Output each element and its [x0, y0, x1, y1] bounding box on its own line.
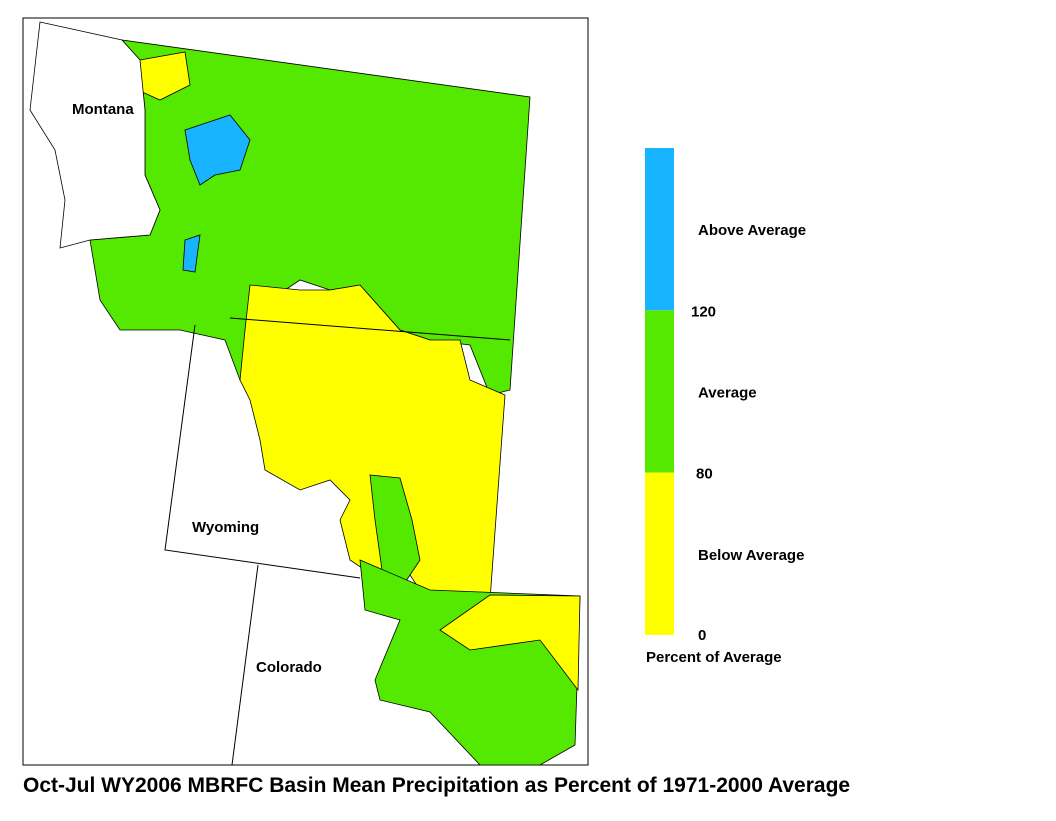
- legend-label: Above Average: [698, 222, 806, 239]
- map-title: Oct-Jul WY2006 MBRFC Basin Mean Precipit…: [23, 774, 850, 797]
- legend-swatch: [645, 148, 674, 311]
- basin-below: [439, 594, 581, 692]
- basin-above: [184, 114, 251, 186]
- legend-break: 120: [691, 303, 716, 320]
- basin-average: [369, 474, 421, 591]
- montana-outline: [29, 21, 161, 249]
- basin-above: [182, 234, 201, 273]
- legend-swatch: [645, 472, 674, 635]
- legend-caption: Percent of Average: [646, 649, 782, 666]
- state-label: Wyoming: [192, 519, 259, 536]
- legend-break: 80: [696, 466, 713, 483]
- state-line: [231, 564, 259, 766]
- legend-break: 0: [698, 627, 706, 644]
- legend-label: Average: [698, 384, 757, 401]
- legend-swatch: [645, 310, 674, 473]
- state-label: Colorado: [256, 659, 322, 676]
- state-label: Montana: [72, 101, 134, 118]
- state-line: [164, 324, 361, 579]
- state-line: [229, 317, 511, 341]
- legend: Percent of Average Above Average Average B…: [645, 148, 806, 666]
- legend-label: Below Average: [698, 547, 804, 564]
- map: Montana Wyoming Colorado: [29, 21, 581, 766]
